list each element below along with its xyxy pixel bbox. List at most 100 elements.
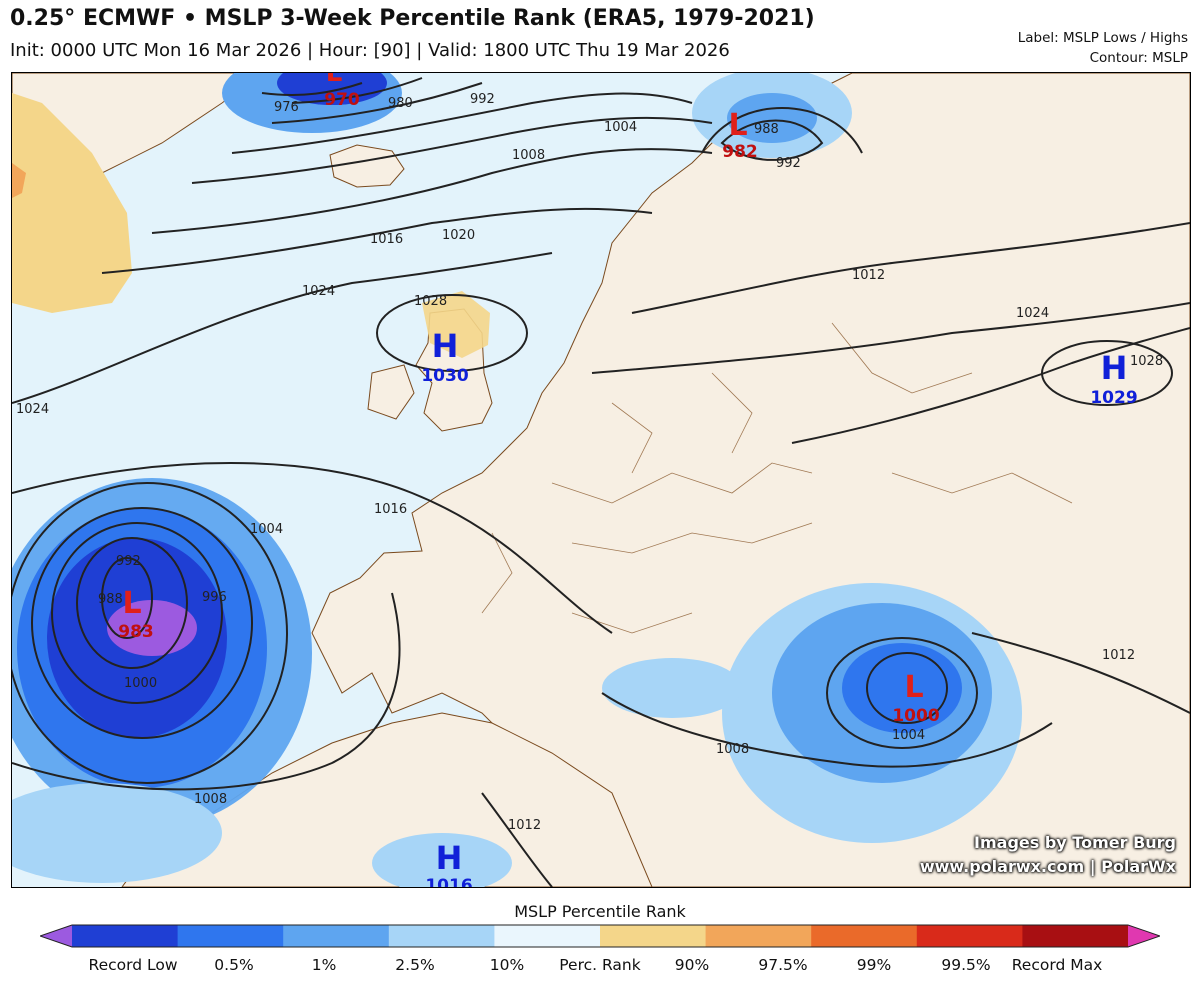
shade-west-high-core: [12, 163, 26, 198]
land-ireland: [367, 364, 415, 420]
low-marker: L: [728, 108, 747, 143]
contour-label: 1012: [508, 818, 541, 833]
isobar-1020: [101, 207, 653, 274]
shade-ionian: [602, 658, 742, 718]
shade-north-low-core: [277, 73, 387, 105]
contour-label: 1012: [852, 268, 885, 283]
contour-label: 1004: [892, 728, 925, 743]
colorbar-label: Perc. Rank: [559, 956, 641, 974]
isobar-1012-south-east: [971, 632, 1190, 714]
colorbar-segments: [40, 925, 1160, 947]
low-marker: L: [326, 73, 343, 88]
map-panel[interactable]: 976 980 992 1004 988 992 1008 1016 1020 …: [11, 72, 1191, 888]
contour-label: 1016: [374, 502, 407, 517]
colorbar-label: 99.5%: [941, 956, 991, 974]
isobar-976-north: [261, 82, 363, 96]
contour-label: 1000: [124, 676, 157, 691]
low-marker: L: [904, 670, 923, 705]
image-credit: Images by Tomer Burg www.polarwx.com | P…: [920, 831, 1176, 879]
land-iceland: [329, 144, 405, 188]
colorbar-label: Record Max: [1011, 956, 1103, 974]
isobar-1016-mid: [12, 462, 613, 634]
isobar-atl-1000: [31, 507, 253, 739]
contour-label: 1028: [414, 294, 447, 309]
isobar-1016-north: [151, 148, 713, 234]
shade-nafrica-2: [372, 833, 512, 887]
contour-label: 976: [274, 100, 299, 115]
contour-note: Contour: MSLP: [1089, 50, 1188, 66]
contour-label: 1016: [370, 232, 403, 247]
low-value: 982: [722, 142, 758, 162]
shade-atlantic-low-record: [107, 600, 197, 656]
isobar-1012-east: [631, 222, 1190, 314]
colorbar-labels: Record Low 0.5% 1% 2.5% 10% Perc. Rank 9…: [0, 956, 1200, 980]
contour-label: 996: [202, 590, 227, 605]
isobar-1024-east: [791, 327, 1190, 444]
shade-barents-low-core: [727, 93, 817, 143]
low-value: 1000: [892, 706, 939, 726]
low-marker: L: [122, 586, 141, 621]
isobar-atl-988: [101, 557, 153, 639]
isobar-atl-1004: [12, 482, 288, 784]
colorbar-label: 1%: [311, 956, 337, 974]
isobar-barents-992: [701, 107, 863, 154]
colorbar-segment: [177, 925, 284, 947]
isobar-med-1000: [866, 652, 948, 724]
isobar-east-1028: [1041, 340, 1173, 406]
contour-label: 988: [98, 592, 123, 607]
contour-label: 1028: [1130, 354, 1163, 369]
colorbar-segment: [1128, 925, 1160, 947]
colorbar-label: 10%: [489, 956, 525, 974]
contour-label: 1008: [716, 742, 749, 757]
isobar-1012-africa: [481, 792, 553, 887]
high-value: 1029: [1090, 388, 1137, 408]
shade-uk-high: [422, 291, 490, 358]
contour-label: 1012: [1102, 648, 1135, 663]
contour-label: 992: [116, 554, 141, 569]
colorbar-segment: [40, 925, 72, 947]
isobar-1008-south: [12, 592, 401, 791]
contour-label-layer: 976 980 992 1004 988 992 1008 1016 1020 …: [16, 92, 1163, 833]
contour-label: 1008: [194, 792, 227, 807]
high-value: 1030: [421, 366, 468, 386]
colorbar-outline: [40, 924, 1160, 948]
contour-label: 1020: [442, 228, 475, 243]
contour-label: 980: [388, 96, 413, 111]
map-title: 0.25° ECMWF • MSLP 3-Week Percentile Ran…: [10, 6, 815, 31]
colorbar-title: MSLP Percentile Rank: [514, 902, 686, 921]
isobar-barents-988: [720, 119, 824, 161]
colorbar-segment: [283, 925, 390, 947]
contour-label: 1024: [1016, 306, 1049, 321]
colorbar-segment: [705, 925, 812, 947]
colorbar-segment: [811, 925, 918, 947]
isobar-992-north: [271, 82, 483, 124]
shade-med-low-inner: [842, 643, 962, 733]
contour-label: 992: [470, 92, 495, 107]
colorbar-segment: [600, 925, 707, 947]
contour-label: 1004: [604, 120, 637, 135]
isobar-980-north: [291, 77, 423, 104]
high-marker: H: [432, 327, 459, 365]
isobar-med-1004: [826, 637, 978, 749]
legend-notes: Label: MSLP Lows / Highs Contour: MSLP: [1018, 28, 1188, 68]
isobar-1024: [12, 252, 553, 404]
credit-author: Images by Tomer Burg: [974, 833, 1176, 852]
colorbar-label: 90%: [674, 956, 710, 974]
low-value: 983: [118, 622, 154, 642]
contour-label: 1024: [16, 402, 49, 417]
high-marker: H: [1101, 349, 1128, 387]
colorbar-label: 0.5%: [214, 956, 254, 974]
contour-label: 992: [776, 156, 801, 171]
credit-website[interactable]: www.polarwx.com | PolarWx: [919, 857, 1176, 876]
label-note: Label: MSLP Lows / Highs: [1017, 30, 1188, 46]
colorbar-label: 2.5%: [395, 956, 435, 974]
isobar-atl-992: [76, 537, 188, 669]
colorbar-segment: [388, 925, 495, 947]
isobar-1004-north: [231, 92, 693, 154]
map-canvas: 976 980 992 1004 988 992 1008 1016 1020 …: [12, 73, 1190, 887]
colorbar-segment: [494, 925, 601, 947]
isobar-1016-east: [591, 302, 1190, 374]
high-value: 1016: [425, 876, 472, 887]
contour-label: 988: [754, 122, 779, 137]
colorbar-segment: [72, 925, 179, 947]
